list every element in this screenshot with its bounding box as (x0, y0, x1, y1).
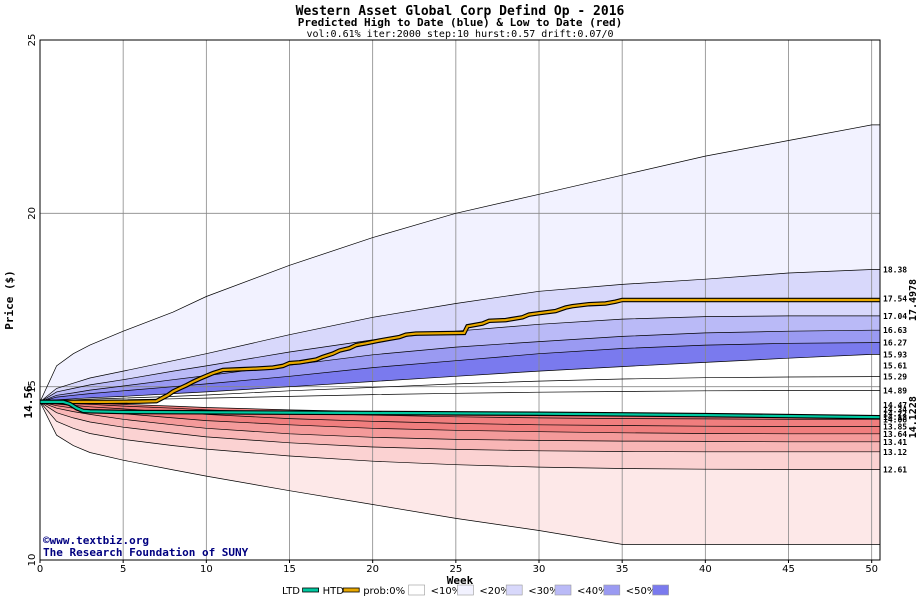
right-value-label: 14.22 (883, 410, 907, 419)
quantile-line-4 (39, 329, 880, 403)
quantile-line-1 (39, 124, 880, 403)
right-value-label: 14.13 (883, 413, 907, 422)
x-tick-label: 25 (449, 564, 462, 575)
legend-color-swatch (408, 584, 425, 596)
right-value-label: 15.29 (883, 373, 907, 382)
series-line-ltd (40, 400, 881, 419)
right-value-label: 15.93 (883, 350, 907, 359)
x-tick-label: 15 (283, 564, 296, 575)
center-band (40, 390, 880, 416)
plot-frame (39, 39, 881, 561)
legend-line-swatch (342, 587, 360, 593)
legend: LTD HTD prob:0% <10% <20% <30% <40% <50% (282, 584, 669, 597)
quantile-line-5 (39, 342, 880, 403)
right-value-label: 12.61 (883, 466, 907, 475)
plot-area: 18.38 17.54 17.04 16.63 16.27 15.93 15.61 15.29… (22, 39, 919, 561)
right-value-label: 18.38 (883, 265, 907, 274)
y-tick-label: 20 (27, 207, 38, 220)
right-value-label: 13.64 (883, 430, 907, 439)
legend-label: LTD (282, 586, 300, 597)
high-band-5 (40, 342, 880, 402)
x-tick-label: 20 (366, 564, 379, 575)
chart-params: vol:0.61% iter:2000 step:10 hurst:0.57 d… (306, 29, 613, 40)
legend-color-swatch (652, 584, 669, 596)
series-end-label-htd: 17.4978 (908, 279, 919, 321)
legend-label: HTD (323, 586, 345, 597)
quantile-line-12 (39, 401, 880, 545)
x-tick-label: 0 (37, 564, 43, 575)
start-price-label: 14.56 (22, 385, 35, 418)
x-tick-label: 35 (616, 564, 629, 575)
x-tick-label: 40 (699, 564, 712, 575)
legend-color-swatch (457, 584, 474, 596)
x-tick-label: 50 (865, 564, 878, 575)
legend-label: <40% (577, 586, 608, 597)
credit-org: The Research Foundation of SUNY (43, 546, 249, 559)
legend-label: <50% (626, 586, 657, 597)
chart-subtitle: Predicted High to Date (blue) & Low to D… (298, 16, 623, 29)
series-end-label-ltd: 14.1228 (908, 396, 919, 438)
right-value-label: 14.89 (883, 386, 907, 395)
quantile-line-2 (39, 269, 880, 403)
quantile-line-14 (39, 401, 880, 453)
x-tick-label: 45 (782, 564, 795, 575)
quantile-line-7 (39, 376, 880, 403)
y-tick-label: 10 (27, 554, 38, 567)
y-tick-label: 25 (27, 34, 38, 47)
legend-label: <10% (431, 586, 462, 597)
quantile-line-6 (39, 354, 880, 403)
legend-color-swatch (554, 584, 572, 596)
legend-label: <20% (479, 586, 510, 597)
x-tick-label: 30 (533, 564, 546, 575)
x-tick-label: 5 (120, 564, 126, 575)
legend-color-swatch (505, 584, 523, 596)
right-value-label: 14.06 (883, 415, 907, 424)
right-value-label: 16.63 (883, 326, 907, 335)
credit-site-text: www.textbiz.org (50, 534, 149, 547)
y-tick-label: 15 (27, 380, 38, 393)
right-value-label: 13.12 (883, 448, 907, 457)
quantile-line-9 (39, 401, 880, 427)
copyright-icon: © (43, 534, 50, 547)
right-value-label: 17.54 (883, 295, 907, 304)
right-value-label: 15.61 (883, 362, 907, 371)
legend-line-swatch (302, 587, 320, 593)
legend-label: <30% (528, 586, 559, 597)
series-line-htd (40, 298, 880, 403)
x-tick-label: 10 (200, 564, 213, 575)
quantile-line-13 (39, 401, 880, 470)
right-value-label: 14.47 (883, 401, 907, 410)
right-value-label: 14.34 (883, 406, 907, 415)
axes: 0 5 10 15 20 25 30 35 40 45 50 10 15 20 25 (27, 34, 881, 575)
right-value-label: 16.27 (883, 339, 907, 348)
chart-title: Western Asset Global Corp Defind Op - 20… (296, 4, 625, 19)
y-axis-label: Price ($) (3, 270, 16, 330)
right-value-label: 17.04 (883, 312, 907, 321)
right-value-label: 13.41 (883, 438, 907, 447)
quantile-line-15 (39, 401, 880, 443)
credit-site: ©www.textbiz.org (43, 534, 149, 547)
legend-color-swatch (603, 584, 621, 596)
legend-label: prob:0% (363, 586, 405, 597)
quantile-line-3 (39, 315, 880, 403)
right-value-label: 13.85 (883, 423, 907, 432)
x-axis-label: Week (447, 574, 474, 587)
